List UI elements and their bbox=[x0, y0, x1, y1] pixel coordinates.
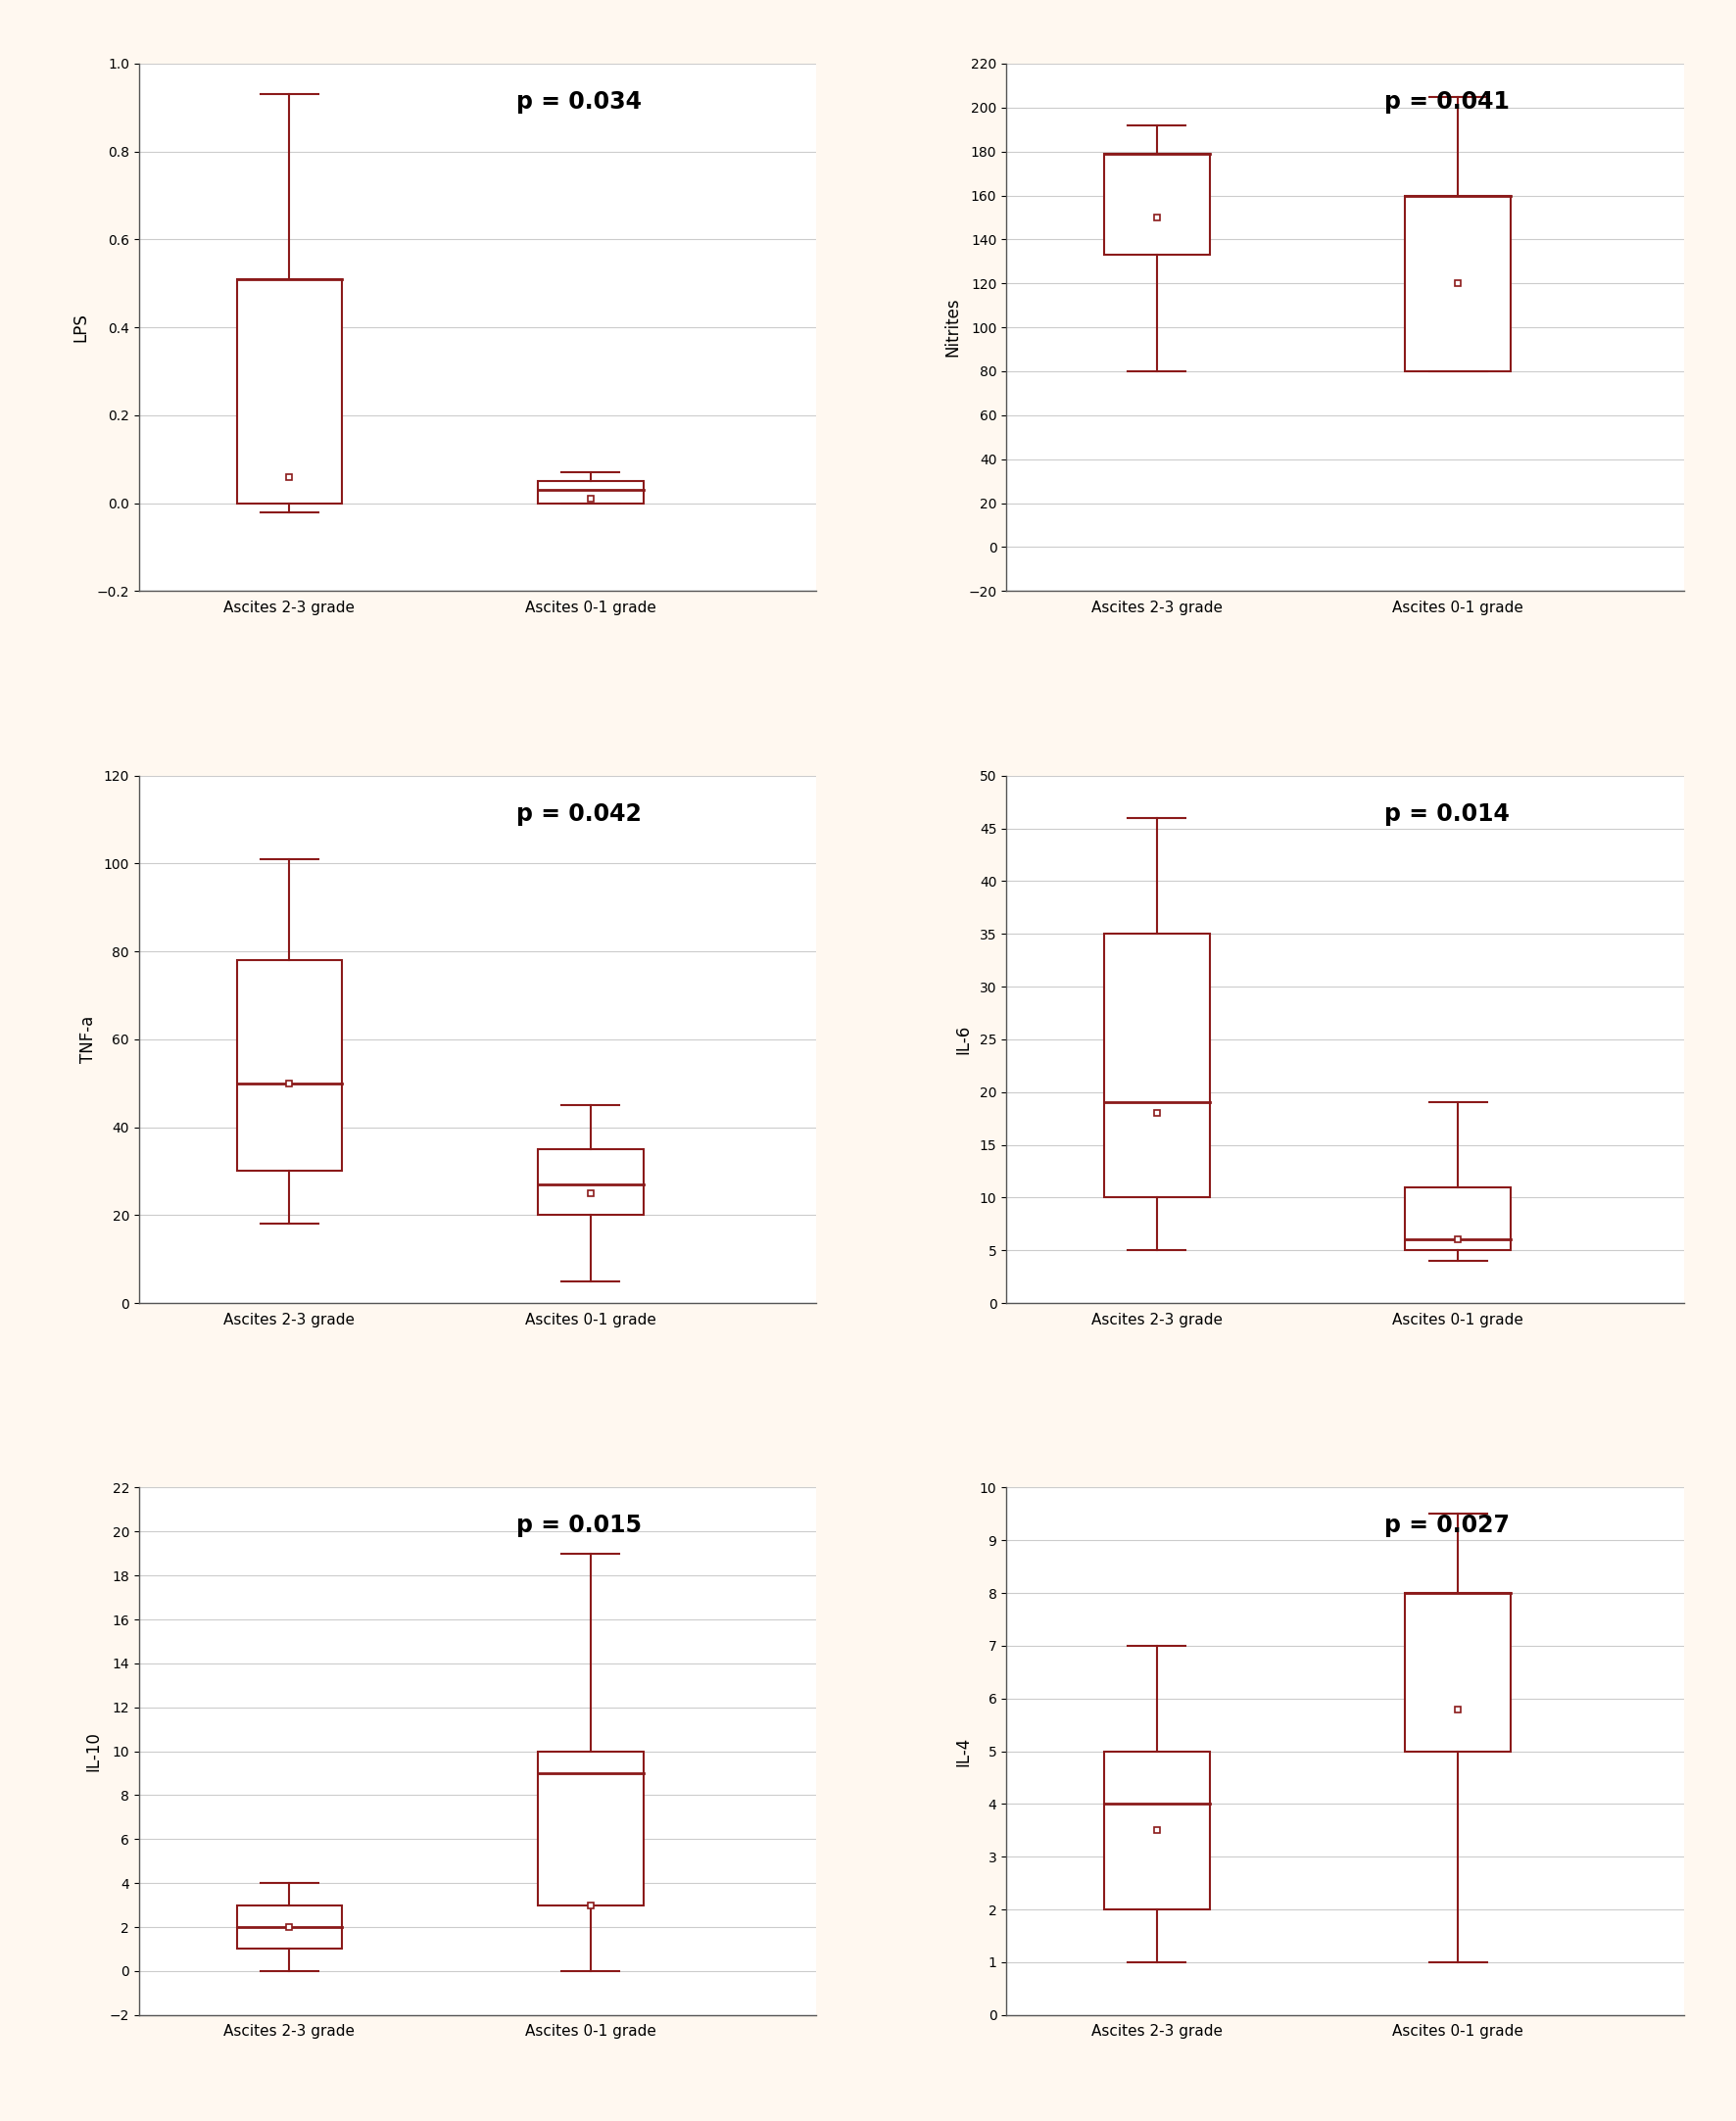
Text: p = 0.034: p = 0.034 bbox=[517, 89, 642, 115]
Bar bbox=[1104, 153, 1210, 255]
Bar bbox=[236, 961, 342, 1171]
Bar bbox=[1406, 195, 1510, 371]
Bar bbox=[1104, 933, 1210, 1198]
Bar bbox=[538, 481, 644, 503]
Text: p = 0.015: p = 0.015 bbox=[517, 1514, 642, 1538]
Text: p = 0.042: p = 0.042 bbox=[517, 802, 642, 825]
Bar bbox=[1104, 1752, 1210, 1909]
Y-axis label: IL-6: IL-6 bbox=[955, 1024, 972, 1054]
Bar bbox=[538, 1150, 644, 1215]
Bar bbox=[236, 1905, 342, 1949]
Text: p = 0.041: p = 0.041 bbox=[1384, 89, 1509, 115]
Y-axis label: LPS: LPS bbox=[73, 312, 90, 341]
Y-axis label: Nitrites: Nitrites bbox=[944, 297, 962, 356]
Y-axis label: IL-4: IL-4 bbox=[955, 1737, 972, 1767]
Bar bbox=[1406, 1188, 1510, 1249]
Bar bbox=[538, 1752, 644, 1905]
Bar bbox=[236, 280, 342, 503]
Text: p = 0.014: p = 0.014 bbox=[1384, 802, 1509, 825]
Text: p = 0.027: p = 0.027 bbox=[1384, 1514, 1509, 1538]
Y-axis label: TNF-a: TNF-a bbox=[80, 1016, 97, 1063]
Y-axis label: IL-10: IL-10 bbox=[85, 1731, 102, 1771]
Bar bbox=[1406, 1593, 1510, 1752]
